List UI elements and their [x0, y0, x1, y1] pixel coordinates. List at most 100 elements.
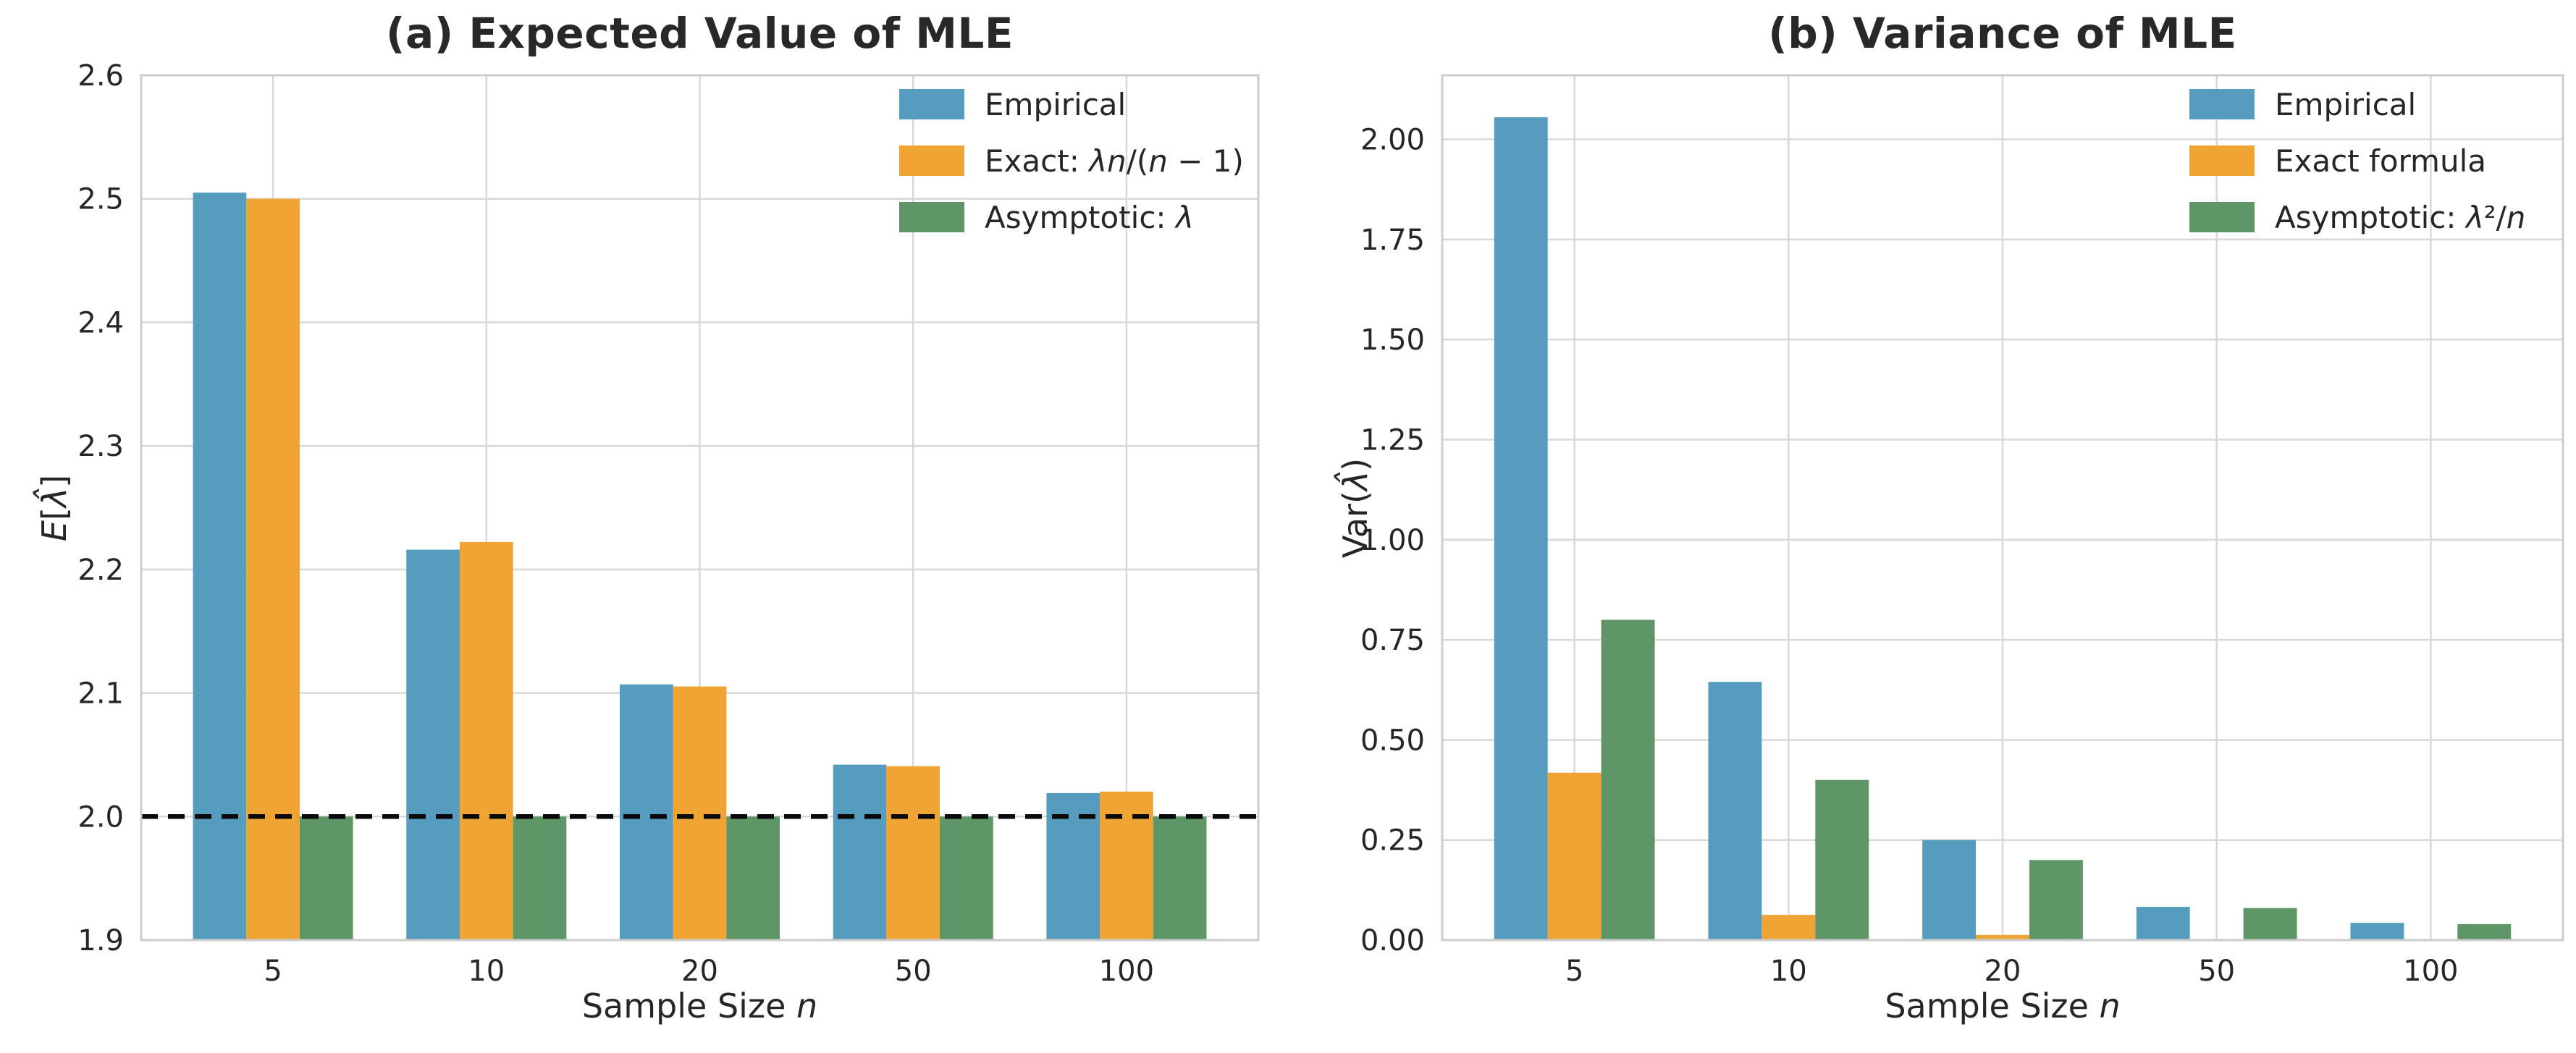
legend-swatch-asymptotic: [899, 202, 964, 232]
legend-swatch-empirical: [2189, 89, 2255, 119]
legend-item-asymptotic: Asymptotic: λ²/n: [2189, 200, 2525, 235]
bar-asymptotic: [1153, 816, 1207, 940]
bar-empirical: [1708, 682, 1762, 940]
y-tick-label: 2.5: [77, 183, 124, 216]
y-tick-label: 1.25: [1360, 423, 1425, 457]
panel-a-xlabel: Sample Size n: [141, 986, 1258, 1025]
panel-a-plot: 1.9 2.0 2.1 2.2 2.3 2.4 2.5 2.6 5 10 20 50 100: [77, 59, 1260, 988]
y-tick-label: 2.4: [77, 306, 124, 339]
text-part: ]: [35, 474, 74, 488]
text-part: Asymptotic:: [985, 199, 1176, 235]
text-part: Var(: [1336, 490, 1375, 558]
bar-asymptotic: [299, 816, 353, 940]
panel-b-title: (b) Variance of MLE: [1768, 9, 2237, 58]
panel-a-title: (a) Expected Value of MLE: [385, 9, 1014, 58]
text-part: n: [2099, 986, 2121, 1025]
bar-empirical: [193, 193, 247, 940]
y-tick-label: 1.9: [77, 924, 124, 957]
legend-label: Asymptotic: λ: [985, 200, 1194, 235]
legend-label: Exact: λn/(n − 1): [985, 143, 1244, 179]
text-part: n: [1148, 143, 1168, 179]
text-part: − 1): [1167, 143, 1244, 179]
y-tick-label: 1.75: [1360, 224, 1425, 257]
legend-label: Exact formula: [2275, 143, 2486, 179]
x-tick-label: 5: [1565, 955, 1583, 988]
legend-swatch-exact: [899, 145, 964, 176]
bar-exact: [246, 198, 300, 940]
bar-empirical: [619, 684, 673, 940]
legend-item-empirical: Empirical: [2189, 87, 2525, 122]
legend-label: Asymptotic: λ²/n: [2275, 200, 2525, 235]
legend-item-asymptotic: Asymptotic: λ: [899, 200, 1244, 235]
panel-a-legend: Empirical Exact: λn/(n − 1) Asymptotic: λ: [899, 87, 1244, 258]
text-part: /(: [1126, 143, 1149, 179]
bar-exact: [673, 686, 727, 940]
text-part: λ: [2465, 199, 2484, 235]
panel-b-plot: 0.00 0.25 0.50 0.75 1.00 1.25 1.50 1.75 2.00 5 10 2…: [1360, 74, 2564, 988]
legend-swatch-exact: [2189, 145, 2255, 176]
y-tick-label: 2.6: [77, 59, 124, 93]
legend-swatch-asymptotic: [2189, 202, 2255, 232]
x-tick-label: 10: [468, 955, 505, 988]
bar-asymptotic: [2029, 860, 2083, 940]
legend-item-exact: Exact formula: [2189, 143, 2525, 179]
bar-exact: [886, 766, 940, 940]
bar-empirical: [833, 764, 887, 940]
y-tick-label: 0.75: [1360, 624, 1425, 657]
x-tick-label: 100: [1099, 955, 1154, 988]
y-tick-label: 1.00: [1360, 524, 1425, 557]
legend-label: Empirical: [985, 87, 1126, 122]
bar-asymptotic: [513, 816, 567, 940]
bar-empirical: [2136, 907, 2190, 940]
x-tick-label: 50: [895, 955, 932, 988]
x-tick-label: 5: [264, 955, 282, 988]
bar-asymptotic: [2457, 923, 2512, 940]
y-tick-label: 2.3: [77, 430, 124, 463]
text-part: n: [2506, 199, 2526, 235]
text-part: λ̂: [35, 487, 74, 507]
bar-exact: [1761, 915, 1816, 940]
panel-b-xlabel: Sample Size n: [1442, 986, 2563, 1025]
legend-label: Empirical: [2275, 87, 2416, 122]
y-tick-label: 1.50: [1360, 323, 1425, 357]
bar-exact: [1547, 772, 1601, 940]
bar-empirical: [2350, 923, 2404, 940]
text-part: Exact:: [985, 143, 1090, 179]
panel-b-ylabel: Var(λ̂): [1332, 291, 1379, 725]
y-tick-label: 0.50: [1360, 724, 1425, 757]
text-part: ): [1336, 457, 1375, 471]
bar-asymptotic: [1815, 779, 1869, 940]
bar-asymptotic: [726, 816, 780, 940]
axes-spine: [140, 74, 1260, 942]
bar-asymptotic: [940, 816, 993, 940]
bar-asymptotic: [2243, 908, 2297, 940]
text-part: n: [796, 986, 818, 1025]
text-part: Sample Size: [1885, 986, 2100, 1025]
y-tick-label: 2.0: [77, 800, 124, 834]
text-part: Asymptotic:: [2275, 199, 2466, 235]
panel-a-ylabel: E[λ̂]: [31, 291, 77, 725]
text-part: λn: [1089, 143, 1127, 179]
text-part: E: [35, 520, 74, 541]
legend-item-empirical: Empirical: [899, 87, 1244, 122]
y-tick-label: 2.2: [77, 554, 124, 587]
text-part: λ̂: [1336, 470, 1375, 491]
bar-asymptotic: [1601, 619, 1655, 940]
legend-item-exact: Exact: λn/(n − 1): [899, 143, 1244, 179]
bar-exact: [1100, 791, 1153, 940]
text-part: [: [35, 507, 74, 520]
text-part: Empirical: [2275, 86, 2417, 122]
x-tick-label: 20: [1984, 955, 2021, 988]
bar-exact: [459, 541, 513, 940]
legend-swatch-empirical: [899, 89, 964, 119]
bar-exact: [1976, 934, 2029, 940]
text-part: λ: [1175, 199, 1194, 235]
y-tick-label: 0.00: [1360, 924, 1425, 957]
y-tick-label: 2.00: [1360, 124, 1425, 157]
x-tick-label: 10: [1770, 955, 1807, 988]
text-part: ²/: [2483, 199, 2506, 235]
y-tick-label: 2.1: [77, 677, 124, 711]
x-tick-label: 20: [681, 955, 718, 988]
